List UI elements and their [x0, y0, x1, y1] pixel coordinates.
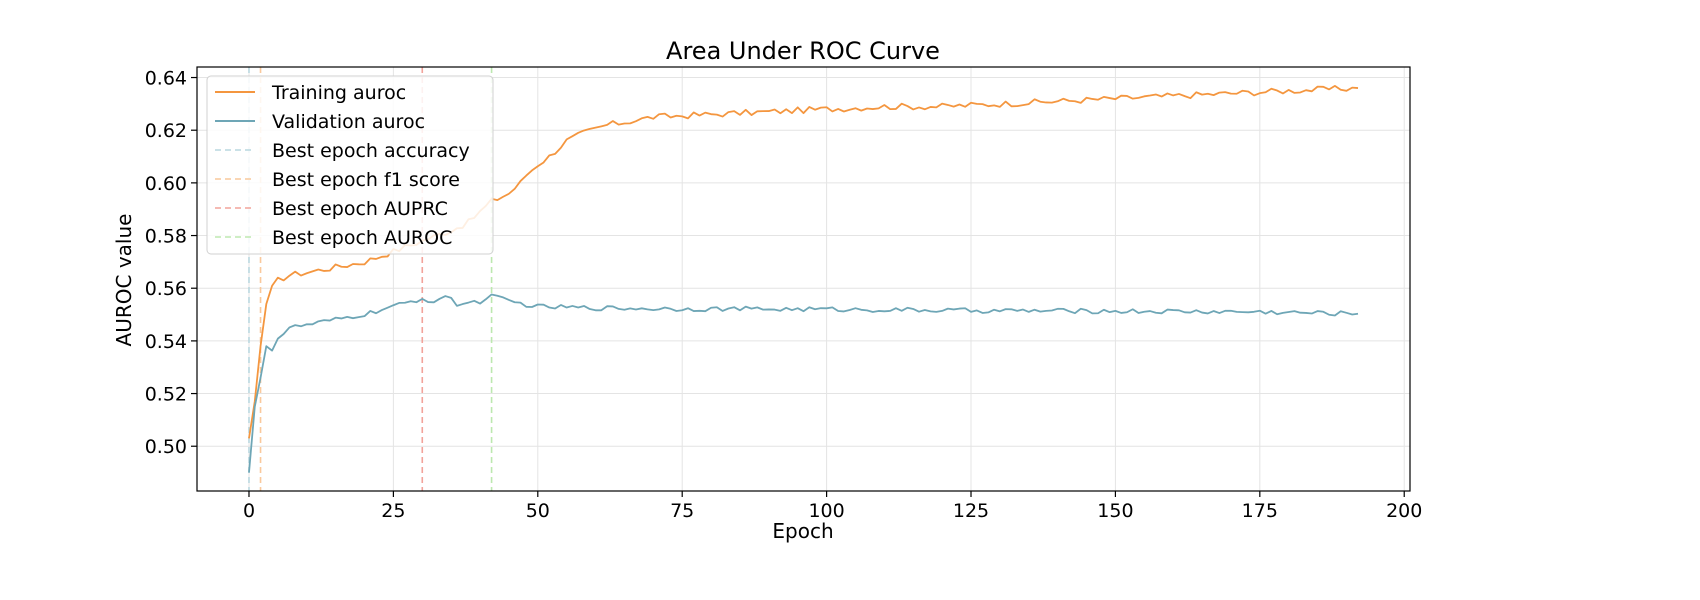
legend-label: Best epoch f1 score: [272, 169, 460, 191]
legend-label: Validation auroc: [272, 111, 425, 133]
x-tick-label: 75: [670, 500, 694, 522]
y-tick-label: 0.58: [145, 226, 187, 248]
y-tick-label: 0.62: [145, 120, 187, 142]
x-tick-label: 200: [1386, 500, 1422, 522]
x-tick-label: 125: [953, 500, 989, 522]
y-axis-title: AUROC value: [112, 214, 136, 347]
x-axis-title: Epoch: [772, 519, 833, 543]
y-tick-label: 0.50: [145, 436, 187, 458]
y-tick-label: 0.56: [145, 278, 187, 300]
y-tick-label: 0.52: [145, 384, 187, 406]
y-tick-label: 0.60: [145, 173, 187, 195]
legend-label: Best epoch AUPRC: [272, 198, 448, 220]
x-tick-label: 150: [1097, 500, 1133, 522]
legend-box: [206, 75, 494, 255]
x-tick-label: 175: [1242, 500, 1278, 522]
series-line-2: [248, 293, 1359, 473]
plot-area: 0 25 50 75 100 125 150 175 200 0.50 0.52 0.54 0.56 0.…: [145, 66, 1422, 522]
legend-label: Best epoch accuracy: [272, 140, 470, 162]
chart-title: Area Under ROC Curve: [666, 37, 940, 65]
y-tick-label: 0.64: [145, 68, 187, 90]
x-tick-label: 50: [526, 500, 550, 522]
legend-label: Training auroc: [271, 82, 406, 104]
legend-label: Best epoch AUROC: [272, 227, 452, 249]
x-tick-label: 25: [381, 500, 405, 522]
x-tick-label: 100: [808, 500, 844, 522]
y-tick-label: 0.54: [145, 331, 187, 353]
axes-frame: [196, 66, 1411, 492]
x-tick-label: 0: [243, 500, 255, 522]
legend: Training auroc Validation auroc Best epoch…: [206, 75, 494, 255]
